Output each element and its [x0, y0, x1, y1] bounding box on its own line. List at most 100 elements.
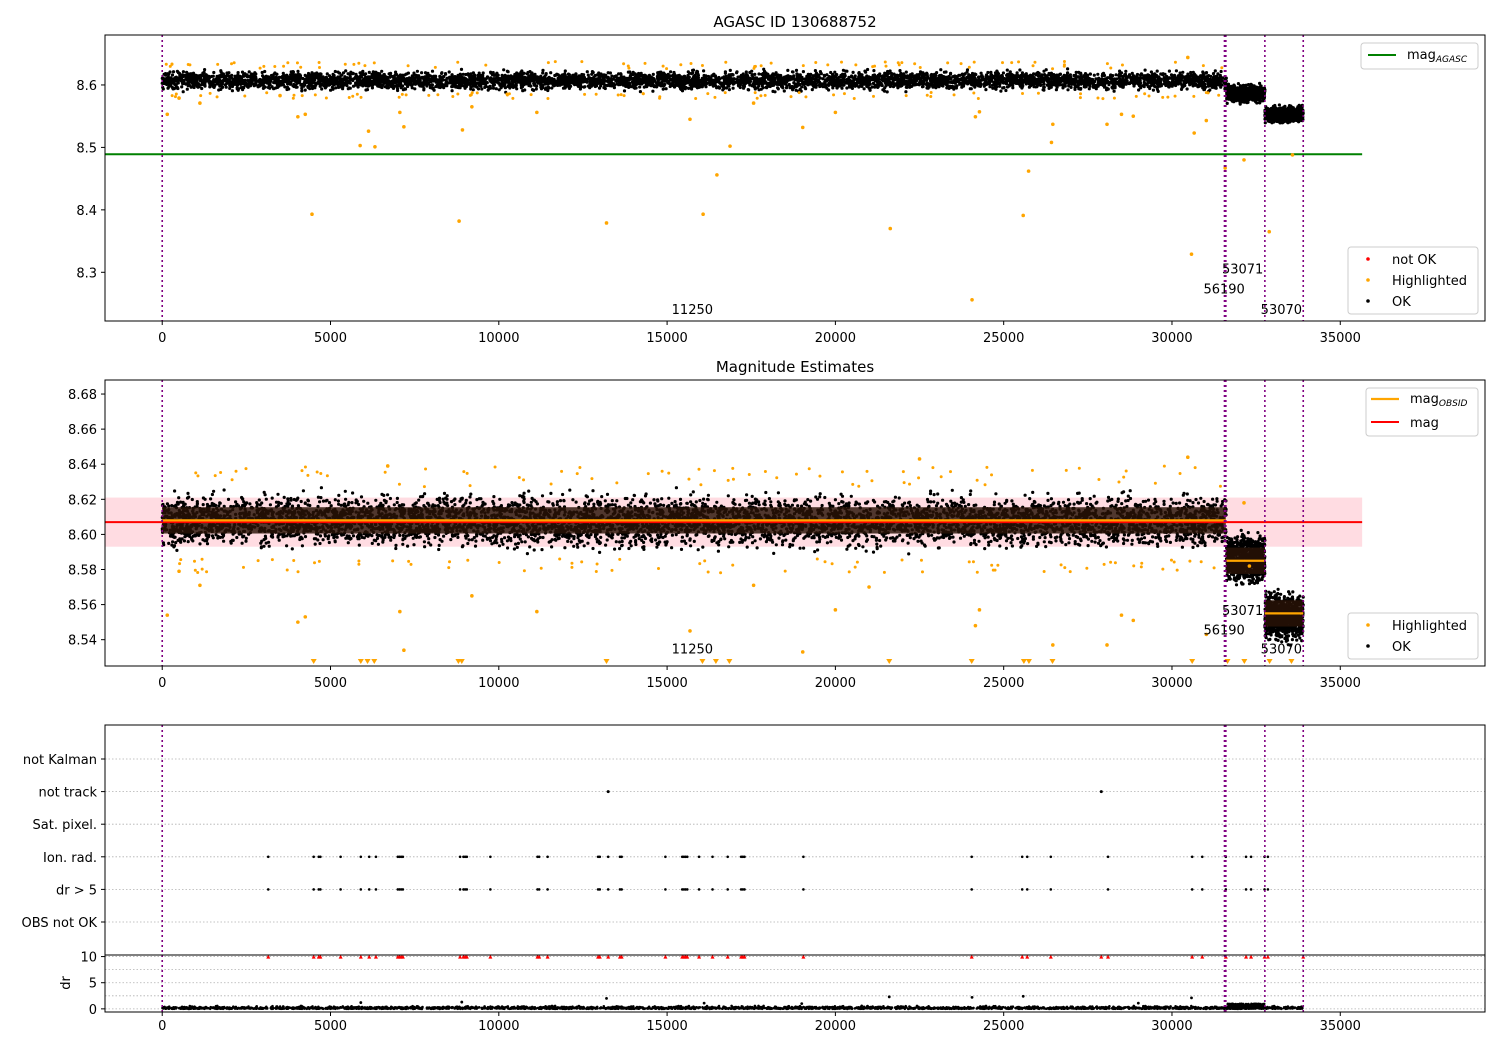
highlighted-point: [549, 482, 553, 486]
highlighted-point: [174, 92, 178, 96]
highlighted-point: [363, 64, 367, 68]
highlighted-point: [1068, 570, 1072, 574]
highlighted-point: [1247, 564, 1252, 568]
highlighted-point: [973, 623, 978, 628]
dr-clipped-marker: [663, 954, 668, 959]
highlighted-point: [946, 61, 950, 65]
dr-clipped-marker: [710, 954, 715, 959]
legend-label: OK: [1392, 640, 1411, 655]
y-tick-label: 10: [80, 951, 97, 966]
highlighted-point: [170, 94, 174, 98]
flag-category-label: Ion. rad.: [43, 851, 97, 866]
highlighted-point: [173, 95, 177, 99]
highlighted-point: [575, 472, 579, 476]
dr-ok-points: [161, 1004, 1304, 1011]
ok-points-cluster: [160, 67, 1228, 94]
y-tick-label: 0: [89, 1003, 97, 1018]
dr-clipped-marker: [537, 954, 542, 959]
highlighted-point: [317, 60, 321, 64]
below-limit-marker: [1189, 659, 1196, 664]
highlighted-point: [884, 64, 888, 68]
highlighted-point: [193, 559, 197, 563]
highlighted-point: [198, 583, 202, 588]
highlighted-point: [855, 560, 859, 564]
legend-mag-agasc: magAGASC: [1360, 42, 1479, 70]
dr-gt-5-point: [726, 888, 729, 891]
flag-category-label: OBS not OK: [22, 916, 98, 931]
highlighted-point: [196, 571, 200, 575]
highlighted-point: [1220, 66, 1224, 70]
highlighted-point: [1105, 643, 1109, 647]
highlighted-point: [751, 583, 756, 588]
highlighted-point: [913, 62, 917, 66]
legend-marker: [1366, 644, 1370, 648]
ion-rad-point: [802, 855, 805, 859]
dr-gt-5-point: [697, 888, 701, 891]
highlighted-point: [688, 629, 692, 633]
highlighted-point: [273, 64, 277, 68]
dr-gt-5-point: [970, 888, 974, 891]
highlighted-point: [847, 570, 851, 574]
highlighted-point: [1131, 618, 1136, 623]
highlighted-point: [359, 95, 363, 99]
dr-gt-5-point: [374, 888, 378, 891]
x-tick-label: 15000: [646, 676, 687, 691]
highlighted-point: [468, 484, 472, 488]
y-tick-label: 8.6: [76, 79, 97, 94]
highlighted-point: [427, 93, 431, 97]
magnitude-axes-frame: [104, 379, 1486, 667]
highlighted-point: [967, 560, 971, 564]
highlighted-point: [1201, 64, 1205, 68]
highlighted-point: [1122, 475, 1126, 479]
highlighted-point: [679, 63, 683, 67]
legend-status: Highlighted OK: [1347, 612, 1479, 660]
highlighted-point: [939, 475, 943, 479]
highlighted-point: [469, 93, 473, 97]
highlighted-point: [1033, 60, 1037, 64]
highlighted-point: [422, 485, 426, 489]
highlighted-point: [243, 94, 247, 98]
highlighted-point: [1192, 94, 1196, 98]
dr-clipped-marker: [1099, 954, 1104, 959]
dr-axes-frame: [104, 954, 1486, 1013]
highlighted-point: [1017, 60, 1021, 64]
highlighted-point: [300, 94, 304, 98]
ion-rad-point: [1020, 855, 1024, 859]
not-track-point: [1099, 790, 1103, 794]
highlighted-point: [967, 65, 971, 69]
highlighted-point: [759, 94, 763, 98]
highlighted-point: [719, 571, 723, 575]
highlighted-point: [972, 91, 976, 95]
highlighted-point: [918, 66, 922, 70]
highlighted-point: [731, 477, 735, 481]
highlighted-point: [165, 613, 170, 617]
highlighted-point: [830, 562, 834, 566]
dr-clipped-marker: [1025, 954, 1030, 959]
ion-rad-point: [743, 855, 746, 859]
x-tick-label: 20000: [815, 331, 856, 346]
highlighted-point: [282, 64, 286, 68]
highlighted-point: [800, 650, 805, 654]
highlighted-point: [343, 62, 347, 66]
highlighted-point: [971, 560, 975, 564]
y-tick-label: 8.68: [68, 388, 97, 403]
highlighted-point: [814, 60, 818, 64]
highlighted-point: [465, 471, 469, 475]
highlighted-point: [470, 105, 474, 109]
highlighted-point: [594, 570, 598, 574]
ion-rad-point: [312, 855, 315, 859]
highlighted-point: [660, 469, 664, 473]
highlighted-point: [1290, 153, 1295, 157]
below-limit-marker: [699, 659, 706, 664]
highlighted-point: [724, 60, 728, 64]
dr-gt-5-point: [266, 888, 270, 891]
dr-gt-5-point: [598, 888, 602, 891]
highlighted-point: [456, 92, 460, 96]
obsid-label: 53070: [1261, 643, 1302, 658]
highlighted-point: [917, 457, 922, 461]
highlighted-point: [1062, 64, 1066, 68]
x-tick-label: 5000: [314, 676, 347, 691]
highlighted-point: [409, 562, 413, 566]
ion-rad-point: [1249, 855, 1253, 859]
highlighted-point: [313, 561, 317, 565]
